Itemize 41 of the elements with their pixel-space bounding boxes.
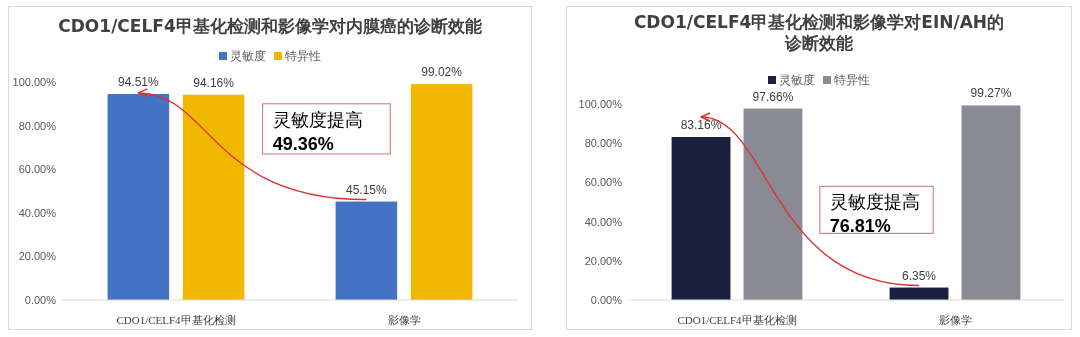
data-label: 99.02%: [421, 65, 463, 80]
bar: [335, 201, 398, 300]
data-label: 45.15%: [346, 182, 388, 197]
legend-label: 特异性: [285, 49, 321, 63]
data-label: 94.51%: [118, 74, 160, 89]
y-tick-label: 80.00%: [584, 137, 623, 150]
legend-label: 灵敏度: [779, 73, 815, 87]
y-tick-label: 20.00%: [584, 254, 623, 267]
chart-title: CDO1/CELF4甲基化检测和影像学对内膜癌的诊断效能: [58, 16, 482, 36]
bar: [743, 108, 803, 300]
data-label: 83.16%: [680, 118, 722, 133]
bar: [410, 84, 473, 300]
y-tick-label: 100.00%: [12, 76, 57, 88]
x-tick-label: CDO1/CELF4甲基化检测: [116, 314, 236, 326]
y-tick-label: 100.00%: [578, 98, 623, 110]
bar: [107, 93, 170, 300]
data-label: 94.16%: [193, 75, 235, 90]
y-tick-label: 20.00%: [18, 250, 57, 263]
chart-title: CDO1/CELF4甲基化检测和影像学对EIN/AH的诊断效能: [633, 12, 1005, 53]
y-tick-label: 40.00%: [584, 215, 623, 228]
x-tick-label: CDO1/CELF4甲基化检测: [677, 314, 797, 326]
y-tick-label: 80.00%: [18, 119, 57, 132]
bar: [961, 105, 1021, 300]
data-label: 97.66%: [752, 89, 794, 104]
x-tick-label: 影像学: [387, 314, 421, 326]
bar: [671, 137, 731, 300]
y-tick-label: 0.00%: [590, 294, 623, 306]
annotation: 灵敏度提高76.81%: [829, 192, 920, 237]
data-label: 99.27%: [970, 86, 1012, 101]
legend-label: 特异性: [834, 73, 870, 87]
annotation: 灵敏度提高49.36%: [262, 103, 391, 155]
y-tick-label: 40.00%: [18, 206, 57, 219]
annotation: 灵敏度提高76.81%: [819, 185, 934, 237]
annotation: 灵敏度提高49.36%: [272, 109, 363, 154]
data-label: 6.35%: [902, 268, 937, 283]
y-tick-label: 60.00%: [18, 163, 57, 176]
bar: [182, 94, 245, 300]
legend-label: 灵敏度: [230, 49, 266, 63]
y-tick-label: 0.00%: [24, 294, 57, 306]
y-tick-label: 60.00%: [584, 176, 623, 189]
x-tick-label: 影像学: [938, 314, 972, 326]
